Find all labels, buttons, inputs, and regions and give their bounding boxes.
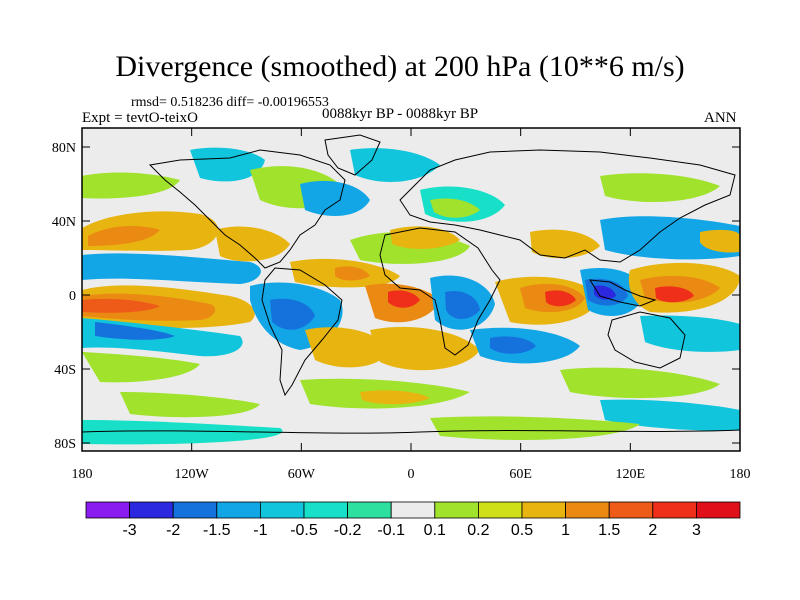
field-region <box>445 290 480 319</box>
colorbar-swatch <box>303 501 348 519</box>
coastline-north-america <box>148 149 346 269</box>
coastline-greenland <box>324 134 381 176</box>
colorbar-label: -0.1 <box>377 522 405 539</box>
field-region <box>82 253 261 284</box>
period-label: 0088kyr BP - 0088kyr BP <box>322 106 479 122</box>
colorbar-swatch <box>129 501 174 519</box>
field-region <box>360 390 430 405</box>
divergence-field <box>82 134 740 445</box>
colorbar-swatch <box>608 501 654 519</box>
coastline-eurasia <box>399 149 736 263</box>
colorbar-swatch <box>172 501 218 519</box>
colorbar-label: 0.2 <box>467 522 489 539</box>
experiment-label: Expt = tevtO-teixO <box>82 110 198 126</box>
field-region <box>190 147 265 182</box>
colorbar-swatch <box>390 501 436 519</box>
lat-tick-label: 40N <box>52 215 76 230</box>
season-label: ANN <box>704 110 737 126</box>
colorbar-swatch <box>434 501 479 519</box>
colorbar-label: -1.5 <box>203 522 231 539</box>
field-region <box>640 315 740 352</box>
field-region <box>430 416 640 440</box>
colorbar-swatch <box>696 501 741 519</box>
colorbar-swatch <box>347 501 392 519</box>
coastline-maritime-continent <box>589 279 657 307</box>
lat-tick-label: 0 <box>69 289 76 304</box>
colorbar-label: 3 <box>692 522 701 539</box>
coastlines <box>82 134 740 434</box>
field-region <box>215 226 290 262</box>
field-region <box>430 198 480 218</box>
colorbar-label: 0.1 <box>424 522 446 539</box>
field-region <box>700 229 740 253</box>
field-region <box>370 326 480 371</box>
colorbar-swatch <box>477 501 523 519</box>
coastline-australia <box>607 311 686 369</box>
colorbar: -3 -2 -1.5 -1 -0.5 -0.2 -0.1 0.1 0.2 0.5 1 1.5 2 3 <box>85 501 741 539</box>
lon-tick-label: 0 <box>408 467 415 482</box>
longitude-axis: 180 120W 60W 0 60E 120E 180 <box>72 128 751 482</box>
coastline-antarctica <box>82 429 740 434</box>
field-region <box>82 420 283 445</box>
field-region <box>270 298 315 330</box>
lat-tick-label: 80S <box>54 437 76 452</box>
colorbar-label: 1.5 <box>598 522 620 539</box>
field-region <box>390 226 460 249</box>
colorbar-swatch <box>565 501 610 519</box>
field-region <box>335 266 370 281</box>
field-region <box>95 322 175 340</box>
colorbar-label: -0.2 <box>334 522 362 539</box>
field-region <box>560 367 720 399</box>
colorbar-swatch <box>521 501 566 519</box>
colorbar-label: -0.5 <box>290 522 318 539</box>
coastline-south-america <box>261 267 343 397</box>
field-region <box>305 327 390 368</box>
lon-tick-label: 180 <box>72 467 93 482</box>
field-region <box>82 298 160 313</box>
coastline-africa <box>379 227 501 356</box>
field-region <box>655 286 694 303</box>
lon-tick-label: 120W <box>175 467 210 482</box>
colorbar-swatch <box>85 501 130 519</box>
field-region <box>545 290 576 307</box>
colorbar-label: -3 <box>122 522 136 539</box>
lon-tick-label: 60E <box>509 467 532 482</box>
lat-tick-label: 40S <box>54 363 76 378</box>
lon-tick-label: 120E <box>616 467 646 482</box>
lat-tick-label: 80N <box>52 141 76 156</box>
field-region <box>82 352 200 383</box>
field-region <box>388 290 420 308</box>
latitude-axis: 80N 40N 0 40S 80S <box>52 141 740 452</box>
colorbar-label: -1 <box>253 522 267 539</box>
lon-tick-label: 180 <box>730 467 751 482</box>
colorbar-label: 1 <box>561 522 570 539</box>
field-region <box>350 148 440 182</box>
colorbar-label: 0.5 <box>511 522 533 539</box>
colorbar-swatch <box>259 501 305 519</box>
field-region <box>120 392 260 418</box>
field-region <box>300 180 370 216</box>
field-region <box>600 399 740 431</box>
rmsd-diff-stats: rmsd= 0.518236 diff= -0.00196553 <box>131 95 329 110</box>
map-title: Divergence (smoothed) at 200 hPa (10**6 … <box>115 50 685 83</box>
lon-tick-label: 60W <box>288 467 316 482</box>
field-region <box>88 226 160 246</box>
colorbar-swatch <box>652 501 697 519</box>
colorbar-label: 2 <box>648 522 657 539</box>
colorbar-label: -2 <box>166 522 180 539</box>
field-region <box>600 216 740 260</box>
field-region <box>82 172 180 199</box>
colorbar-swatch <box>216 501 261 519</box>
field-region <box>490 336 536 354</box>
field-region <box>600 173 720 202</box>
